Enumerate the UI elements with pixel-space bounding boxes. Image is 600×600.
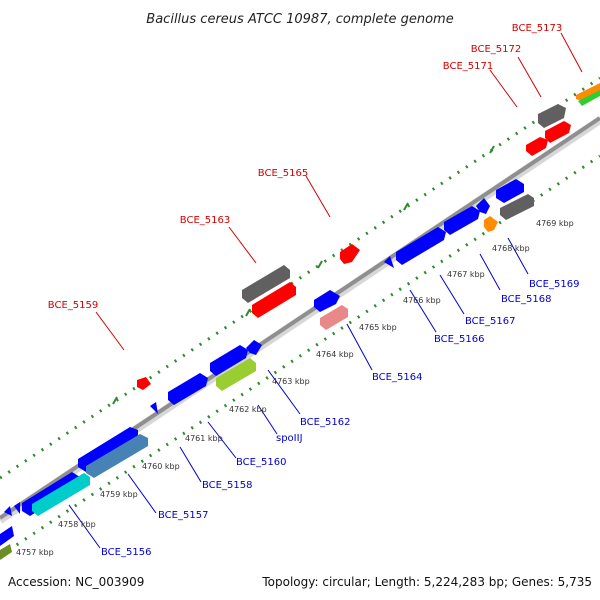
gene-feature[interactable] <box>576 83 600 101</box>
gene-feature[interactable] <box>496 179 524 203</box>
accession-text: Accession: NC_003909 <box>8 575 144 589</box>
gene-feature[interactable] <box>578 90 600 106</box>
outer-major-ticks <box>112 145 495 405</box>
reverse-label-group: BCE_5156 BCE_5157 BCE_5158 BCE_5160 spoI… <box>68 237 579 558</box>
forward-label-group: BCE_5159 BCE_5163 BCE_5165 BCE_5171 BCE_… <box>48 23 583 351</box>
svg-text:4765 kbp: 4765 kbp <box>359 323 397 332</box>
gene-feature[interactable] <box>150 402 158 414</box>
gene-label[interactable]: BCE_5157 <box>158 510 208 521</box>
svg-text:4764 kbp: 4764 kbp <box>316 350 354 359</box>
gene-feature[interactable] <box>340 244 360 264</box>
gene-label[interactable]: BCE_5159 <box>48 300 98 311</box>
gene-feature[interactable] <box>86 434 148 478</box>
gene-label[interactable]: BCE_5163 <box>180 215 230 226</box>
gene-label[interactable]: BCE_5162 <box>300 417 350 428</box>
gene-label[interactable]: BCE_5165 <box>258 168 308 179</box>
gene-feature[interactable] <box>314 290 340 312</box>
svg-text:4759 kbp: 4759 kbp <box>100 490 138 499</box>
gene-label[interactable]: BCE_5171 <box>443 61 493 72</box>
gene-feature[interactable] <box>320 305 348 330</box>
svg-text:4757 kbp: 4757 kbp <box>16 548 54 557</box>
gene-feature[interactable] <box>78 427 138 472</box>
svg-text:4758 kbp: 4758 kbp <box>58 520 96 529</box>
gene-feature[interactable] <box>526 137 548 156</box>
gene-feature[interactable] <box>0 544 12 560</box>
gene-feature[interactable] <box>484 216 498 232</box>
gene-label[interactable]: BCE_5164 <box>372 372 422 383</box>
svg-text:4769 kbp: 4769 kbp <box>536 219 574 228</box>
gene-feature[interactable] <box>246 340 262 355</box>
gene-feature[interactable] <box>396 227 446 265</box>
gene-feature[interactable] <box>4 506 12 516</box>
svg-text:4761 kbp: 4761 kbp <box>185 434 223 443</box>
genome-summary-text: Topology: circular; Length: 5,224,283 bp… <box>261 575 592 589</box>
gene-label[interactable]: spoIIJ <box>276 433 303 444</box>
gene-feature[interactable] <box>545 121 571 143</box>
svg-text:4762 kbp: 4762 kbp <box>229 405 267 414</box>
gene-label[interactable]: BCE_5160 <box>236 457 286 468</box>
gene-feature[interactable] <box>476 198 490 214</box>
gene-label[interactable]: BCE_5156 <box>101 547 151 558</box>
gene-label[interactable]: BCE_5166 <box>434 334 484 345</box>
svg-text:4768 kbp: 4768 kbp <box>492 244 530 253</box>
gene-feature[interactable] <box>384 256 394 268</box>
gene-feature[interactable] <box>538 104 566 128</box>
gene-feature[interactable] <box>168 373 208 405</box>
outer-tick-row <box>0 76 600 480</box>
gene-feature[interactable] <box>210 345 248 376</box>
svg-text:4763 kbp: 4763 kbp <box>272 377 310 386</box>
gene-label[interactable]: BCE_5168 <box>501 294 551 305</box>
gene-feature[interactable] <box>14 502 20 514</box>
map-title: Bacillus cereus ATCC 10987, complete gen… <box>146 12 453 27</box>
gene-feature[interactable] <box>137 377 151 390</box>
gene-feature[interactable] <box>252 282 296 318</box>
reverse-features <box>0 179 534 560</box>
scale-labels: 4757 kbp 4758 kbp 4759 kbp 4760 kbp 4761… <box>16 219 574 557</box>
svg-text:4760 kbp: 4760 kbp <box>142 462 180 471</box>
gene-label[interactable]: BCE_5172 <box>471 44 521 55</box>
svg-text:4766 kbp: 4766 kbp <box>403 296 441 305</box>
gene-label[interactable]: BCE_5167 <box>465 316 515 327</box>
gene-feature[interactable] <box>0 526 14 546</box>
gene-label[interactable]: BCE_5173 <box>512 23 562 34</box>
gene-feature[interactable] <box>32 473 90 516</box>
gene-feature[interactable] <box>444 206 480 235</box>
gene-label[interactable]: BCE_5158 <box>202 480 252 491</box>
svg-text:4767 kbp: 4767 kbp <box>447 270 485 279</box>
gene-label[interactable]: BCE_5169 <box>529 279 579 290</box>
gene-feature[interactable] <box>242 265 290 303</box>
forward-features <box>137 83 600 390</box>
inner-tick-row <box>0 154 600 558</box>
gene-feature[interactable] <box>500 194 534 220</box>
gene-feature[interactable] <box>216 358 256 391</box>
